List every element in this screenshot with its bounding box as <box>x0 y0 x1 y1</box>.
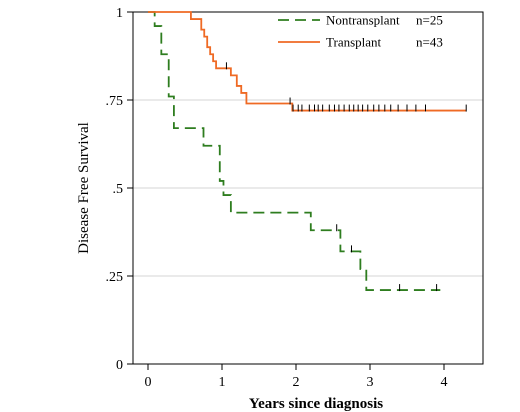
x-tick-label: 2 <box>293 375 300 390</box>
x-tick-label: 1 <box>219 375 226 390</box>
x-axis-title: Years since diagnosis <box>249 396 383 412</box>
y-tick-label: .5 <box>113 182 124 197</box>
x-tick-label: 0 <box>145 375 152 390</box>
legend-entry-nontransplant: Nontransplant <box>326 13 400 28</box>
x-tick-label: 3 <box>367 375 374 390</box>
series-line-nontransplant <box>148 11 441 291</box>
series-group <box>148 11 467 292</box>
legend-entry-transplant: Transplant <box>326 35 382 50</box>
legend-n-transplant: n=43 <box>416 35 443 50</box>
y-tick-label: .25 <box>106 270 124 285</box>
y-axis-title: Disease Free Survival <box>76 122 92 254</box>
legend: Nontransplant n=25 Transplant n=43 <box>278 13 443 50</box>
legend-n-nontransplant: n=25 <box>416 13 443 28</box>
gridlines <box>133 11 483 277</box>
y-tick-label: .75 <box>106 94 124 109</box>
x-tick-label: 4 <box>441 375 448 390</box>
y-tick-label: 1 <box>116 6 123 21</box>
y-tick-label: 0 <box>116 358 123 373</box>
axes: 0 .25 .5 .75 1 0 1 2 3 4 <box>106 6 484 390</box>
series-line-transplant <box>148 11 467 112</box>
